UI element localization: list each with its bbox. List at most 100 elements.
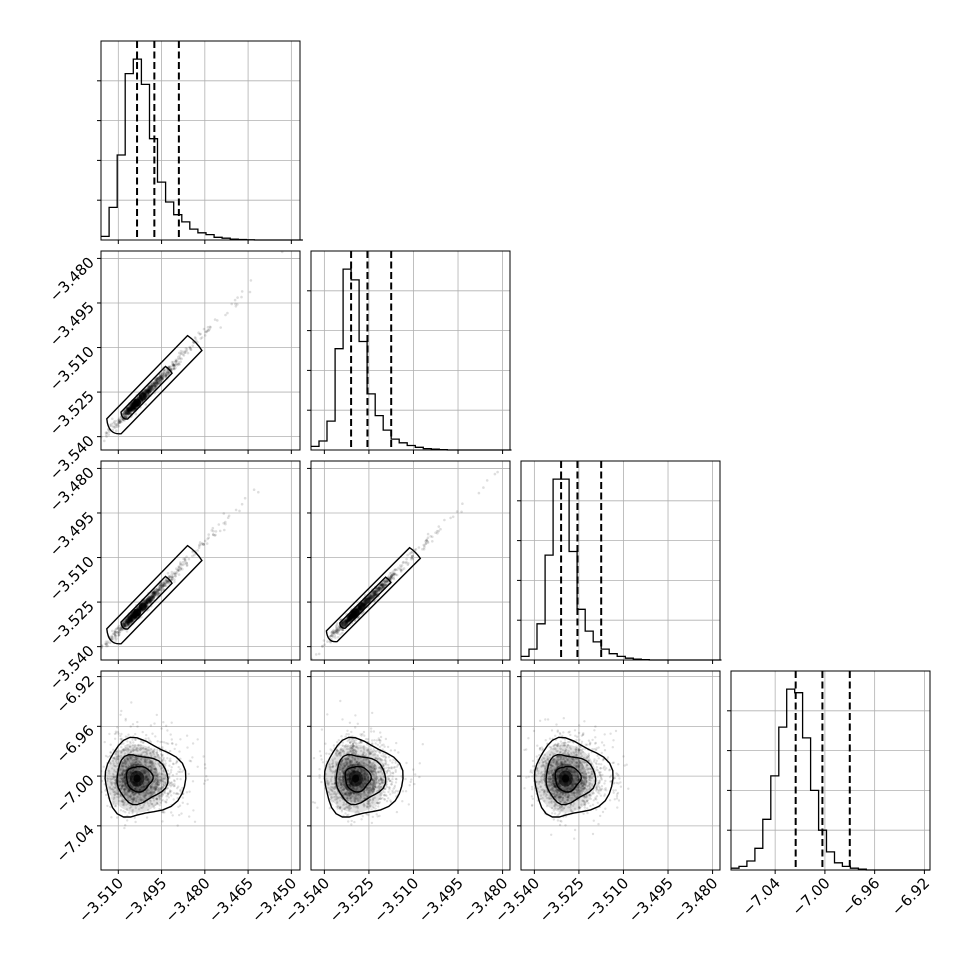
sample-point (129, 409, 133, 412)
sample-point (131, 407, 134, 410)
histogram-line (731, 688, 930, 871)
sample-point (124, 624, 127, 628)
sample-point (150, 385, 153, 389)
sample-point (130, 618, 134, 622)
sample-point (151, 386, 154, 390)
sample-point (127, 616, 131, 620)
sample-point (126, 413, 130, 416)
sample-point (153, 593, 157, 596)
sample-point (125, 621, 128, 624)
sample-point (179, 562, 182, 566)
sample-point (390, 571, 393, 575)
sample-point (126, 624, 130, 627)
density-peak (145, 387, 152, 394)
sample-point (224, 313, 227, 317)
sample-point (132, 405, 135, 409)
sample-point (148, 600, 151, 603)
sample-point (146, 602, 149, 605)
sample-point (127, 409, 131, 413)
sample-point (132, 615, 136, 618)
sample-point (171, 362, 174, 366)
sample-point (128, 617, 132, 620)
sample-point (130, 701, 133, 704)
sample-point (145, 389, 148, 393)
sample-point (154, 593, 158, 596)
sample-point (164, 373, 168, 377)
sample-point (152, 594, 155, 598)
sample-point (130, 615, 134, 618)
sample-point (133, 407, 137, 410)
sample-point (167, 372, 170, 375)
sample-point (145, 390, 149, 394)
sample-point (156, 382, 159, 385)
sample-point (147, 389, 150, 393)
density-peak (145, 597, 152, 604)
sample-point (130, 617, 133, 621)
sample-point (114, 639, 118, 642)
histogram-frame (310, 250, 511, 451)
sample-point (125, 411, 129, 415)
sample-point (130, 409, 133, 413)
sample-point (132, 405, 135, 408)
sample-point (162, 582, 165, 586)
sample-point (152, 381, 156, 385)
sample-point (155, 380, 159, 383)
sample-point (154, 385, 157, 389)
sample-point (134, 616, 138, 619)
sample-point (159, 583, 163, 587)
sample-point (148, 597, 152, 600)
sample-point (130, 619, 133, 623)
sample-point (132, 615, 135, 619)
sample-point (152, 384, 155, 388)
sample-point (349, 614, 353, 617)
sample-point (126, 406, 129, 410)
sample-point (126, 620, 130, 624)
sample-point (145, 601, 148, 605)
sample-point (159, 740, 162, 744)
sample-point (128, 621, 132, 624)
sample-point (151, 595, 154, 599)
sample-point (126, 622, 130, 626)
sample-point (122, 623, 125, 626)
sample-point (107, 430, 111, 434)
sample-point (114, 429, 118, 433)
sample-point (148, 386, 151, 389)
sample-point (117, 424, 121, 428)
sample-point (151, 591, 155, 594)
sample-point (149, 390, 152, 393)
sample-point (145, 599, 149, 603)
sample-point (153, 381, 156, 384)
sample-point (184, 559, 187, 562)
sample-point (123, 624, 126, 628)
sample-point (129, 409, 133, 412)
sample-point (406, 563, 410, 566)
sample-point (198, 541, 202, 544)
sample-point (124, 411, 128, 415)
sample-point (129, 617, 132, 621)
sample-point (128, 618, 131, 622)
sample-point (129, 412, 132, 415)
sample-point (134, 412, 138, 416)
sample-point (134, 617, 137, 620)
sample-point (147, 389, 151, 392)
sample-point (126, 619, 129, 623)
sample-point (181, 567, 184, 571)
sample-point (131, 409, 135, 413)
sample-point (158, 587, 161, 591)
sample-point (249, 279, 253, 282)
sample-point (132, 615, 135, 618)
sample-point (153, 384, 156, 387)
sample-point (129, 408, 133, 412)
sample-point (125, 409, 128, 413)
sample-point (131, 615, 134, 618)
sample-point (185, 564, 189, 568)
sample-point (145, 601, 149, 604)
sample-point (154, 379, 158, 383)
sample-point (156, 377, 159, 380)
sample-point (129, 615, 133, 618)
sample-point (133, 617, 136, 620)
sample-point (128, 407, 132, 411)
sample-point (163, 741, 166, 744)
sample-point (147, 596, 151, 599)
sample-point (145, 602, 149, 605)
